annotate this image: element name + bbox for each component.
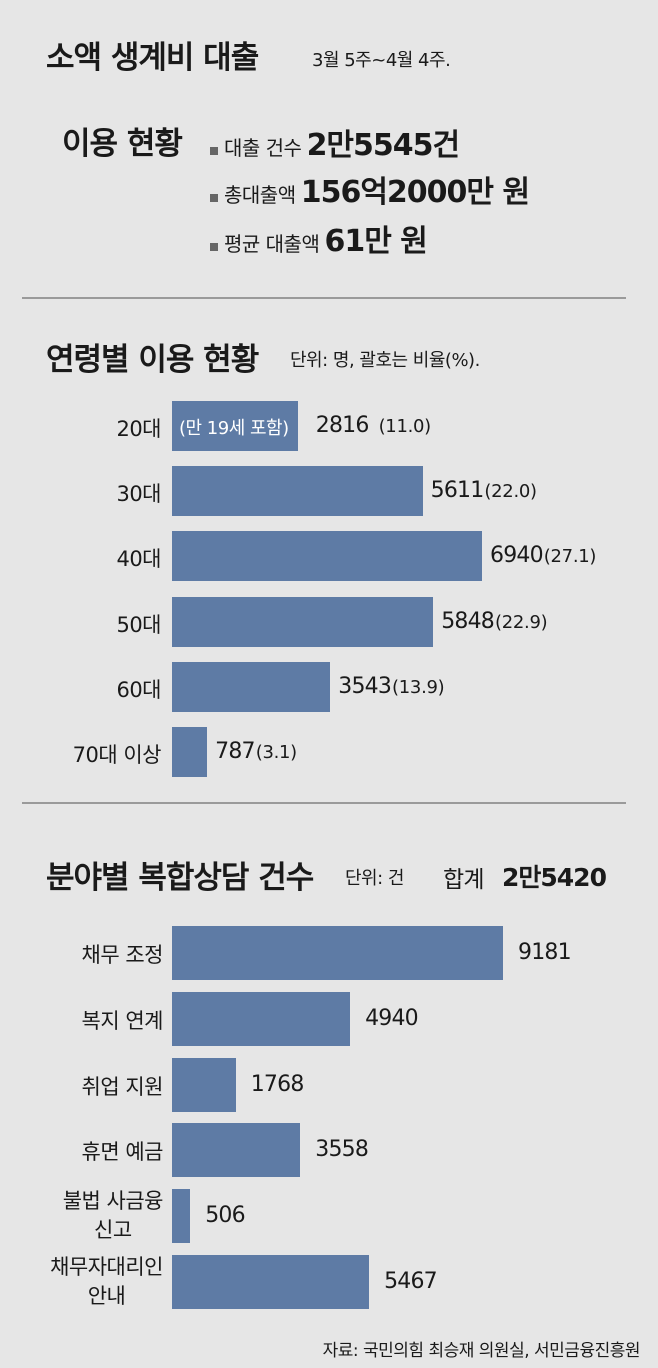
- value-label: 6940(27.1): [490, 543, 596, 568]
- value-label: 5848(22.9): [441, 609, 547, 634]
- category-label: 취업 지원: [81, 1071, 164, 1101]
- age-chart-unit: 단위: 명, 괄호는 비율(%).: [290, 350, 480, 371]
- percent-label: (22.0): [484, 481, 537, 503]
- category-label-line: 취업 지원: [81, 1074, 164, 1099]
- bar: [172, 466, 423, 517]
- stat-value: 61만 원: [324, 224, 427, 259]
- category-label: 복지 연계: [81, 1005, 164, 1035]
- total-value: 2만5420: [502, 863, 607, 892]
- category-label: 채무 조정: [81, 939, 164, 969]
- value-number: 3543: [338, 673, 392, 699]
- value-label: 3558: [315, 1137, 369, 1163]
- period-text: 3월 5주~4월 4주.: [312, 50, 451, 71]
- value-label: 2816 (11.0): [316, 413, 431, 438]
- usage-title: 이용 현황: [62, 126, 183, 162]
- percent-label: (11.0): [378, 416, 432, 437]
- value-label: 5611(22.0): [431, 478, 537, 503]
- bar: [172, 596, 434, 647]
- percent-label: (3.1): [255, 742, 297, 763]
- value-label: 787(3.1): [215, 739, 297, 764]
- value-label: 1768: [250, 1071, 305, 1097]
- stat-label: 평균 대출액: [224, 232, 320, 256]
- bar: [172, 991, 351, 1046]
- category-label-line: 복지 연계: [81, 1008, 164, 1033]
- percent-label: (22.9): [495, 611, 548, 633]
- bar: [172, 926, 503, 980]
- bar: [172, 1123, 301, 1178]
- section-divider: [22, 297, 626, 299]
- value-number: 5611: [430, 478, 485, 504]
- value-number: 6940: [490, 543, 544, 569]
- stat-label: 대출 건수: [224, 136, 302, 160]
- category-label: 70대 이상: [72, 743, 162, 767]
- category-label-line: 채무 조정: [81, 943, 164, 967]
- category-label: 휴면 예금: [81, 1136, 164, 1166]
- field-chart-title: 분야별 복합상담 건수: [46, 860, 314, 896]
- category-label: 30대: [116, 482, 161, 507]
- section-divider: [22, 802, 626, 804]
- bar: [172, 531, 482, 582]
- stat-label: 총대출액: [224, 183, 296, 207]
- stat-total-amount: 총대출액 156억2000만 원: [210, 167, 530, 211]
- value-number: 2816: [315, 413, 370, 438]
- category-label-line: 불법 사금융: [62, 1189, 164, 1214]
- total-label: 합계: [443, 867, 485, 893]
- percent-label: (13.9): [392, 676, 445, 698]
- stat-loan-count: 대출 건수 2만5545건: [210, 120, 461, 164]
- category-label: 20대: [116, 417, 161, 441]
- percent-label: (27.1): [543, 546, 597, 568]
- value-label: 5467: [384, 1269, 438, 1294]
- bullet-icon: [210, 193, 218, 202]
- value-number: 787: [215, 739, 255, 764]
- field-chart-unit: 단위: 건: [345, 868, 404, 889]
- bar: [172, 661, 331, 712]
- category-label: 40대: [116, 547, 161, 572]
- value-label: 506: [205, 1203, 245, 1229]
- value-number: 5848: [441, 608, 495, 634]
- age-chart-title: 연령별 이용 현황: [46, 342, 259, 378]
- category-label-line: 신고: [94, 1218, 132, 1243]
- value-label: 9181: [518, 940, 572, 965]
- bar: [172, 401, 298, 451]
- bar: [172, 1255, 370, 1309]
- bar: [172, 1189, 191, 1244]
- category-label: 50대: [116, 612, 161, 637]
- stat-average-amount: 평균 대출액 61만 원: [210, 216, 428, 260]
- value-label: 4940: [365, 1005, 419, 1031]
- category-label-line: 안내: [87, 1284, 126, 1308]
- page-title: 소액 생계비 대출: [46, 40, 259, 76]
- stat-value: 2만5545건: [306, 128, 461, 163]
- source-note: 자료: 국민의힘 최승재 의원실, 서민금융진흥원: [322, 1341, 641, 1361]
- bar-annotation: (만 19세 포함): [179, 418, 289, 439]
- value-label: 3543(13.9): [338, 674, 444, 699]
- bullet-icon: [210, 146, 218, 155]
- category-label-line: 휴면 예금: [81, 1140, 164, 1165]
- category-label: 60대: [116, 677, 161, 702]
- bar: [172, 1057, 236, 1112]
- stat-value: 156억2000만 원: [300, 175, 530, 210]
- bullet-icon: [210, 242, 218, 251]
- bar: [172, 727, 208, 777]
- category-label-line: 채무자대리인: [50, 1255, 163, 1279]
